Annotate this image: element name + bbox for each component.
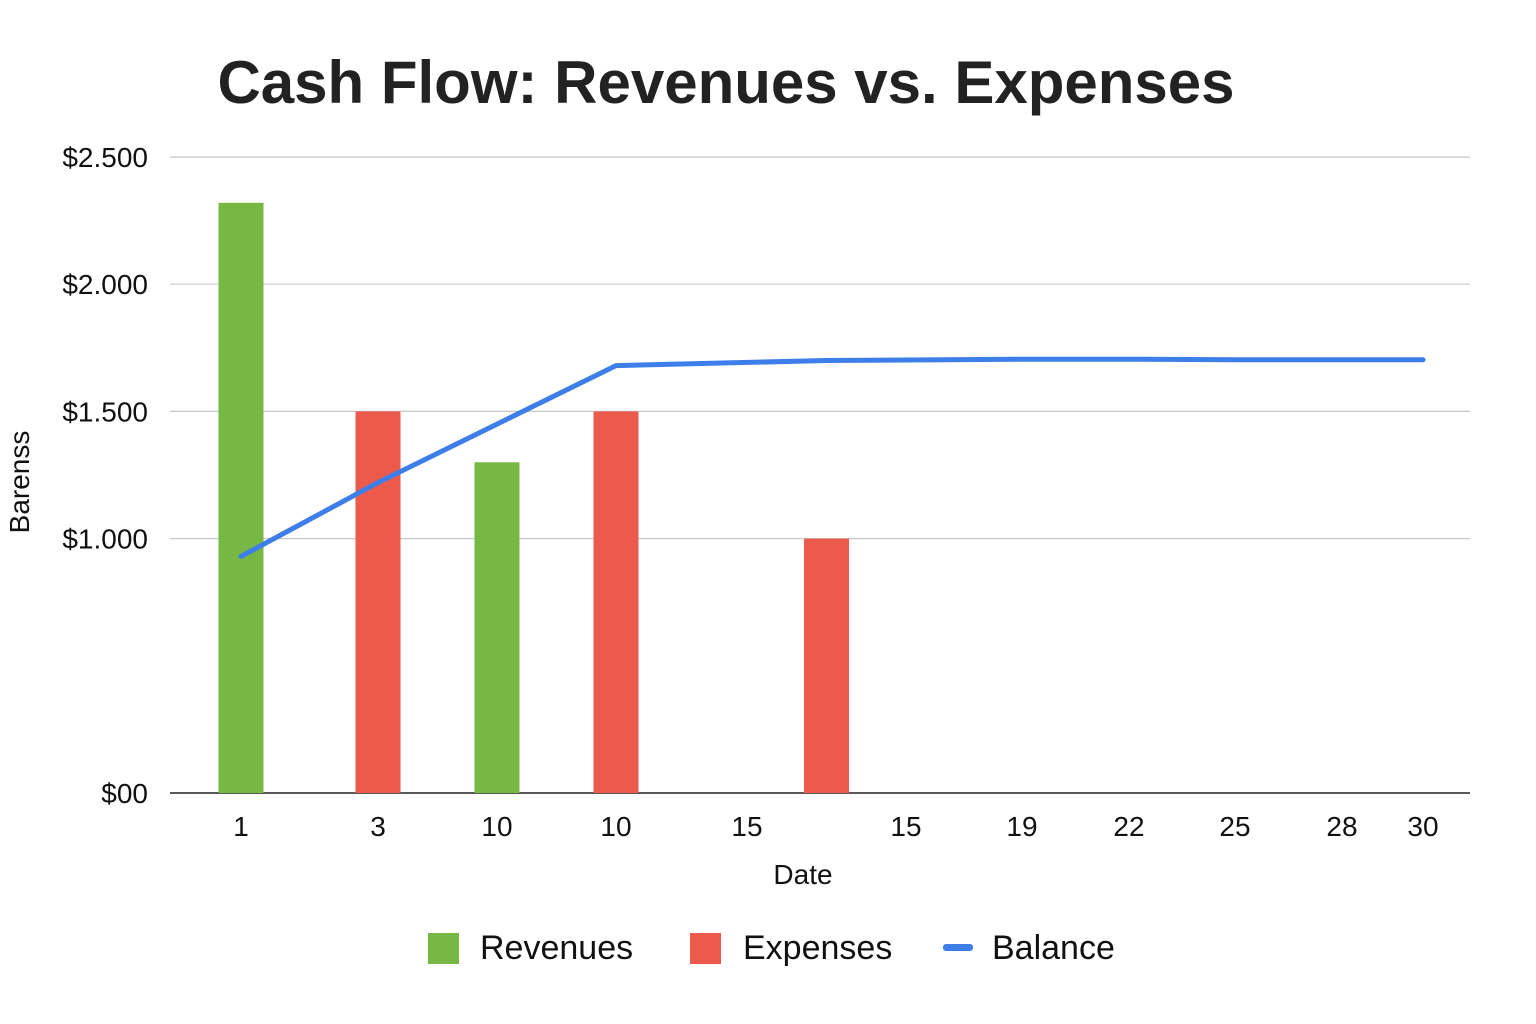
ticks-layer: $00 $1.000 $1.500 $2.000 $2.500 1 3 10 10 15 15 19 2… xyxy=(62,142,1438,842)
legend-swatch-balance xyxy=(943,944,973,951)
legend-swatch-revenues xyxy=(428,933,459,964)
x-tick-label: 3 xyxy=(370,811,386,842)
x-tick-label: 22 xyxy=(1113,811,1144,842)
y-tick-label: $1.000 xyxy=(62,524,148,555)
y-tick-label: $2.500 xyxy=(62,142,148,173)
x-tick-label: 10 xyxy=(600,811,631,842)
expenses-bar xyxy=(593,411,639,793)
y-tick-label: $1.500 xyxy=(62,396,148,427)
legend-label-revenues: Revenues xyxy=(480,929,633,967)
chart-title: Cash Flow: Revenues vs. Expenses xyxy=(217,49,1234,116)
legend: Revenues Expenses Balance xyxy=(428,929,1115,967)
x-tick-label: 10 xyxy=(481,811,512,842)
x-axis-label: Date xyxy=(773,859,832,890)
x-tick-label: 15 xyxy=(731,811,762,842)
x-tick-label: 1 xyxy=(233,811,249,842)
legend-label-expenses: Expenses xyxy=(743,929,892,967)
expenses-bar xyxy=(355,411,401,793)
y-tick-label: $2.000 xyxy=(62,269,148,300)
x-tick-label: 15 xyxy=(890,811,921,842)
balance-line xyxy=(238,356,1426,559)
legend-label-balance: Balance xyxy=(992,929,1115,967)
x-tick-label: 28 xyxy=(1326,811,1357,842)
x-tick-label: 19 xyxy=(1006,811,1037,842)
revenues-bar xyxy=(474,462,520,793)
expenses-bar xyxy=(804,538,849,793)
y-tick-label: $00 xyxy=(101,778,148,809)
revenues-bar xyxy=(218,202,264,794)
x-tick-label: 25 xyxy=(1219,811,1250,842)
line-layer xyxy=(238,356,1426,559)
bars-layer xyxy=(218,202,849,794)
x-tick-label: 30 xyxy=(1407,811,1438,842)
legend-swatch-expenses xyxy=(690,933,721,964)
y-axis-label: Barenss xyxy=(4,431,35,534)
